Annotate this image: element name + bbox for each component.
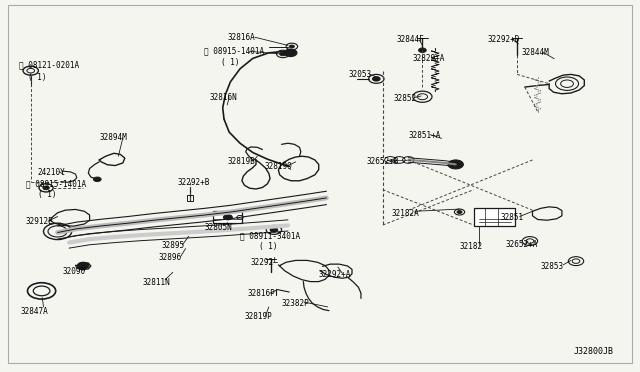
Circle shape — [284, 49, 297, 57]
Circle shape — [93, 177, 101, 182]
Circle shape — [77, 262, 89, 269]
Circle shape — [223, 215, 232, 220]
Bar — [474, 208, 515, 226]
Text: 32851+A: 32851+A — [408, 131, 441, 140]
Circle shape — [372, 77, 380, 81]
Text: 32652+A: 32652+A — [506, 240, 538, 249]
Text: 32382P: 32382P — [282, 299, 309, 308]
Circle shape — [280, 52, 286, 56]
Text: ( 1): ( 1) — [259, 242, 278, 251]
Text: 32053: 32053 — [349, 70, 372, 79]
Text: 32912E: 32912E — [26, 217, 53, 226]
Circle shape — [448, 160, 463, 169]
Text: 32652+B: 32652+B — [366, 157, 399, 166]
Text: 32816A: 32816A — [227, 33, 255, 42]
Text: 32816P: 32816P — [248, 289, 275, 298]
Text: Ⓦ 08915-1401A: Ⓦ 08915-1401A — [204, 47, 264, 56]
Text: 32090: 32090 — [62, 267, 85, 276]
Text: 32894M: 32894M — [99, 133, 127, 142]
Text: 32852: 32852 — [394, 94, 417, 103]
Circle shape — [457, 211, 462, 214]
Text: 32844F: 32844F — [397, 35, 424, 44]
Text: ( 1): ( 1) — [38, 190, 57, 199]
Bar — [213, 211, 242, 223]
Text: 32805N: 32805N — [205, 223, 232, 232]
Text: 32811N: 32811N — [142, 278, 170, 287]
Text: 32896: 32896 — [159, 253, 182, 262]
Text: 32851: 32851 — [500, 213, 524, 222]
Text: 32819P: 32819P — [244, 312, 272, 321]
Text: 32292+D: 32292+D — [488, 35, 520, 44]
Text: 32829+A: 32829+A — [413, 54, 445, 63]
Text: 32182A: 32182A — [392, 209, 419, 218]
Text: 24210Y: 24210Y — [37, 169, 65, 177]
Text: Ⓑ 08121-0201A: Ⓑ 08121-0201A — [19, 61, 79, 70]
Text: 32292+B: 32292+B — [178, 178, 211, 187]
Text: 32292—: 32292— — [251, 258, 278, 267]
Text: ( 1): ( 1) — [221, 58, 239, 67]
Text: 32819B: 32819B — [227, 157, 255, 166]
Circle shape — [289, 45, 294, 48]
Text: J32800JB: J32800JB — [573, 347, 613, 356]
Text: 32819Q: 32819Q — [264, 162, 292, 171]
Text: 32816N: 32816N — [210, 93, 237, 102]
Text: 32853: 32853 — [541, 262, 564, 271]
Circle shape — [43, 186, 49, 190]
Text: 32844M: 32844M — [522, 48, 549, 57]
Circle shape — [270, 228, 278, 232]
Circle shape — [287, 51, 294, 55]
Text: Ⓦ 08915-1401A: Ⓦ 08915-1401A — [26, 180, 86, 189]
Text: 32292+A: 32292+A — [319, 270, 351, 279]
Text: 32182: 32182 — [460, 242, 483, 251]
Bar — [187, 195, 193, 201]
Text: ( 1): ( 1) — [28, 73, 47, 81]
Text: Ⓝ 08911-3401A: Ⓝ 08911-3401A — [240, 232, 300, 241]
Circle shape — [419, 48, 426, 52]
Text: 32895: 32895 — [161, 241, 184, 250]
Text: 32847A: 32847A — [20, 307, 48, 316]
